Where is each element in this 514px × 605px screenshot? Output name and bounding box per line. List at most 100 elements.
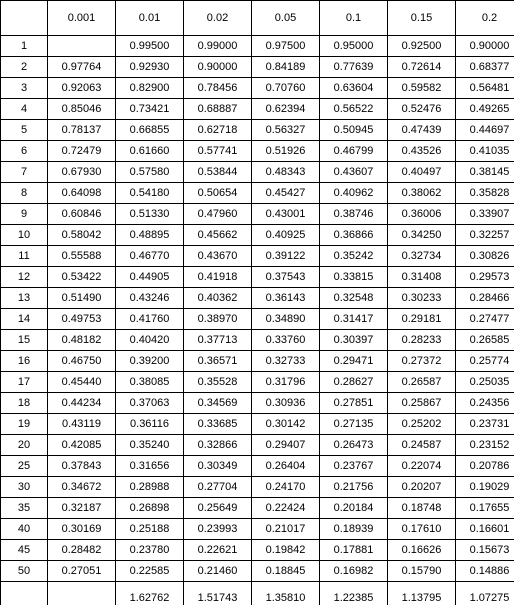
- table-body: 10.995000.990000.975000.950000.925000.90…: [1, 36, 514, 605]
- data-cell: 0.39200: [116, 351, 184, 372]
- data-cell: 0.45440: [48, 372, 116, 393]
- table-row: 10.995000.990000.975000.950000.925000.90…: [1, 36, 514, 57]
- data-cell: 0.33815: [320, 267, 388, 288]
- data-cell: 0.27051: [48, 561, 116, 582]
- data-cell: 0.45662: [184, 225, 252, 246]
- data-cell: 0.33907: [456, 204, 514, 225]
- data-cell: 0.56522: [320, 99, 388, 120]
- data-cell: 0.43119: [48, 414, 116, 435]
- data-cell: 0.34890: [252, 309, 320, 330]
- data-cell: 0.32257: [456, 225, 514, 246]
- formula-cell: 1.07275: [456, 582, 514, 605]
- data-cell: 0.38085: [116, 372, 184, 393]
- data-cell: 0.43001: [252, 204, 320, 225]
- data-cell: 0.40362: [184, 288, 252, 309]
- data-cell: 0.62718: [184, 120, 252, 141]
- data-cell: 0.30233: [388, 288, 456, 309]
- row-key: 30: [1, 477, 48, 498]
- data-cell: 0.84189: [252, 57, 320, 78]
- formula-cell: 1.51743: [184, 582, 252, 605]
- data-cell: 0.63604: [320, 78, 388, 99]
- data-cell: 0.35528: [184, 372, 252, 393]
- data-cell: 0.29471: [320, 351, 388, 372]
- data-cell: 0.73421: [116, 99, 184, 120]
- table-row: 100.580420.488950.456620.409250.368660.3…: [1, 225, 514, 246]
- data-cell: 0.54180: [116, 183, 184, 204]
- data-cell: 0.97764: [48, 57, 116, 78]
- table-row: 130.514900.432460.403620.361430.325480.3…: [1, 288, 514, 309]
- table-row: 200.420850.352400.328660.294070.264730.2…: [1, 435, 514, 456]
- data-cell: 0.18748: [388, 498, 456, 519]
- table-row: 120.534220.449050.419180.375430.338150.3…: [1, 267, 514, 288]
- data-cell: 0.32866: [184, 435, 252, 456]
- data-cell: 0.40925: [252, 225, 320, 246]
- data-cell: 0.29181: [388, 309, 456, 330]
- data-cell: 0.46799: [320, 141, 388, 162]
- data-cell: 0.53844: [184, 162, 252, 183]
- row-key: 8: [1, 183, 48, 204]
- row-key: 45: [1, 540, 48, 561]
- table-row: 30.920630.829000.784560.707600.636040.59…: [1, 78, 514, 99]
- data-cell: 0.45427: [252, 183, 320, 204]
- row-key: 14: [1, 309, 48, 330]
- data-cell: 0.49753: [48, 309, 116, 330]
- row-key: 10: [1, 225, 48, 246]
- data-cell: 0.44905: [116, 267, 184, 288]
- data-cell: 0.41760: [116, 309, 184, 330]
- data-cell: 0.17655: [456, 498, 514, 519]
- data-cell: 0.92063: [48, 78, 116, 99]
- data-cell: 0.47439: [388, 120, 456, 141]
- data-cell: 0.26585: [456, 330, 514, 351]
- table-row: 160.467500.392000.365710.327330.294710.2…: [1, 351, 514, 372]
- data-cell: 0.30936: [252, 393, 320, 414]
- data-cell: 0.40962: [320, 183, 388, 204]
- table-row: 150.481820.404200.377130.337600.303970.2…: [1, 330, 514, 351]
- data-cell: 0.15673: [456, 540, 514, 561]
- data-cell: 0.36143: [252, 288, 320, 309]
- data-cell: 0.47960: [184, 204, 252, 225]
- data-cell: 0.37843: [48, 456, 116, 477]
- data-cell: 0.30826: [456, 246, 514, 267]
- data-cell: 0.31796: [252, 372, 320, 393]
- data-cell: 0.28466: [456, 288, 514, 309]
- data-cell: 0.59582: [388, 78, 456, 99]
- table-row: 190.431190.361160.336850.301420.271350.2…: [1, 414, 514, 435]
- data-cell: 0.70760: [252, 78, 320, 99]
- data-cell: 0.51926: [252, 141, 320, 162]
- col-header: 0.1: [320, 1, 388, 36]
- data-cell: 0.30397: [320, 330, 388, 351]
- data-cell: 0.41035: [456, 141, 514, 162]
- data-cell: 0.64098: [48, 183, 116, 204]
- row-key: 11: [1, 246, 48, 267]
- col-header: 0.15: [388, 1, 456, 36]
- data-cell: 0.26404: [252, 456, 320, 477]
- row-key: 13: [1, 288, 48, 309]
- data-cell: 0.68377: [456, 57, 514, 78]
- data-cell: 0.95000: [320, 36, 388, 57]
- data-cell: 0.37063: [116, 393, 184, 414]
- row-key: 4: [1, 99, 48, 120]
- data-cell: 0.26473: [320, 435, 388, 456]
- col-header: 0.01: [116, 1, 184, 36]
- table-row: 140.497530.417600.389700.348900.314170.2…: [1, 309, 514, 330]
- data-cell: 0.40497: [388, 162, 456, 183]
- data-cell: 0.21460: [184, 561, 252, 582]
- data-cell: 0.56481: [456, 78, 514, 99]
- data-cell: 0.77639: [320, 57, 388, 78]
- data-cell: 0.32187: [48, 498, 116, 519]
- data-cell: 0.48182: [48, 330, 116, 351]
- data-cell: 0.72614: [388, 57, 456, 78]
- row-key: 5: [1, 120, 48, 141]
- data-cell: 0.16982: [320, 561, 388, 582]
- data-cell: 0.28988: [116, 477, 184, 498]
- row-key: 17: [1, 372, 48, 393]
- data-cell: 0.34250: [388, 225, 456, 246]
- table-row: 180.442340.370630.345690.309360.278510.2…: [1, 393, 514, 414]
- data-cell: 0.30349: [184, 456, 252, 477]
- data-cell: 0.34672: [48, 477, 116, 498]
- data-cell: 0.20207: [388, 477, 456, 498]
- data-cell: 0.28482: [48, 540, 116, 561]
- row-key: 16: [1, 351, 48, 372]
- data-cell: 0.39122: [252, 246, 320, 267]
- row-key: 40: [1, 519, 48, 540]
